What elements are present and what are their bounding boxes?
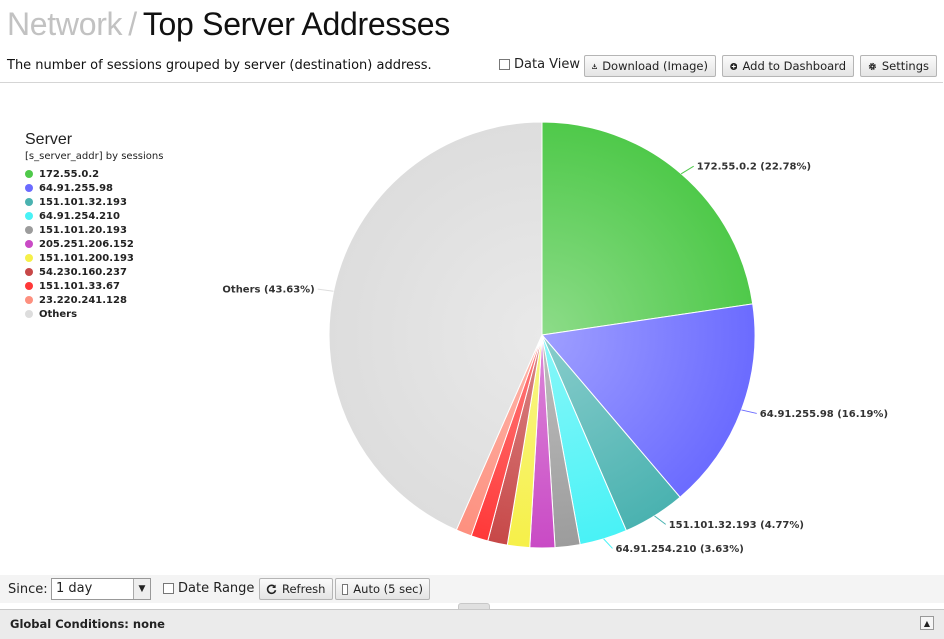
legend-item[interactable]: 64.91.255.98 (25, 181, 163, 195)
legend-swatch (25, 254, 33, 262)
settings-label: Settings (881, 59, 929, 73)
legend-swatch (25, 310, 33, 318)
legend-item-label: 151.101.32.193 (39, 196, 127, 208)
legend-item-label: 54.230.160.237 (39, 266, 127, 278)
legend-swatch (25, 282, 33, 290)
global-conditions-text: Global Conditions: none (10, 617, 165, 631)
legend-item[interactable]: 205.251.206.152 (25, 237, 163, 251)
data-view-label: Data View (514, 57, 581, 72)
legend-item[interactable]: Others (25, 307, 163, 321)
global-conditions-bar[interactable]: Global Conditions: none ▲ (0, 609, 944, 639)
legend-item-label: 151.101.33.67 (39, 280, 120, 292)
bottom-toolbar (0, 575, 944, 603)
date-range-label: Date Range (178, 581, 255, 596)
date-range-toggle[interactable]: Date Range (163, 581, 254, 596)
legend-item[interactable]: 151.101.20.193 (25, 223, 163, 237)
legend-item-label: 64.91.254.210 (39, 210, 120, 222)
legend-swatch (25, 184, 33, 192)
legend-swatch (25, 240, 33, 248)
callout-line (680, 165, 694, 175)
refresh-label: Refresh (282, 582, 326, 596)
legend-item-label: 151.101.200.193 (39, 252, 134, 264)
gear-icon (868, 62, 877, 70)
plus-circle-icon (730, 62, 738, 70)
legend-swatch (25, 212, 33, 220)
legend-swatch (25, 268, 33, 276)
legend-item-label: 172.55.0.2 (39, 168, 100, 180)
data-view-toggle[interactable]: Data View (499, 57, 580, 72)
legend-item[interactable]: 54.230.160.237 (25, 265, 163, 279)
since-select[interactable]: 1 day ▼ (51, 578, 151, 600)
callout-line (741, 409, 757, 414)
pie-data-label: 172.55.0.2 (22.78%) (697, 162, 811, 173)
download-icon (592, 63, 598, 69)
legend-item-label: 151.101.20.193 (39, 224, 127, 236)
legend-title: Server (25, 131, 73, 148)
legend-item[interactable]: 151.101.33.67 (25, 279, 163, 293)
page-title: Network / Top Server Addresses (7, 6, 450, 46)
since-label: Since: (8, 582, 48, 597)
download-image-button[interactable]: Download (Image) (584, 55, 716, 77)
refresh-button[interactable]: Refresh (259, 578, 333, 600)
legend-item[interactable]: 23.220.241.128 (25, 293, 163, 307)
legend-item[interactable]: 151.101.200.193 (25, 251, 163, 265)
legend-item-label: Others (39, 308, 78, 320)
legend-item[interactable]: 172.55.0.2 (25, 167, 163, 181)
auto-refresh-button[interactable]: Auto (5 sec) (335, 578, 430, 600)
pie-slice[interactable] (541, 121, 754, 336)
refresh-icon (266, 584, 277, 594)
breadcrumb-network[interactable]: Network (7, 6, 123, 42)
since-value: 1 day (56, 581, 93, 596)
pie-data-label: 64.91.254.210 (3.63%) (616, 544, 744, 555)
page-title-text: Top Server Addresses (142, 6, 450, 42)
date-range-checkbox[interactable] (163, 583, 174, 594)
panel-resize-handle[interactable] (458, 603, 490, 610)
pie-slice[interactable] (541, 303, 756, 498)
chevron-down-icon[interactable]: ▼ (133, 579, 150, 599)
add-to-dashboard-button[interactable]: Add to Dashboard (722, 55, 854, 77)
callout-line (654, 515, 667, 525)
expand-up-icon[interactable]: ▲ (920, 616, 934, 630)
pie-data-label: 151.101.32.193 (4.77%) (669, 520, 804, 531)
legend-swatch (25, 296, 33, 304)
legend-swatch (25, 226, 33, 234)
legend-swatch (25, 170, 33, 178)
legend-swatch (25, 198, 33, 206)
legend-item-label: 64.91.255.98 (39, 182, 114, 194)
legend-item-label: 205.251.206.152 (39, 238, 134, 250)
callout-line (603, 538, 613, 549)
legend-item[interactable]: 151.101.32.193 (25, 195, 163, 209)
pie-data-label: Others (43.63%) (222, 285, 314, 296)
callout-line (317, 288, 334, 292)
chart-legend: Server [s_server_addr] by sessions 172.5… (25, 131, 163, 321)
settings-button[interactable]: Settings (860, 55, 937, 77)
legend-subtitle: [s_server_addr] by sessions (25, 151, 164, 162)
download-image-label: Download (Image) (602, 59, 708, 73)
pie-data-label: 64.91.255.98 (16.19%) (760, 409, 888, 420)
legend-item[interactable]: 64.91.254.210 (25, 209, 163, 223)
page-subtitle: The number of sessions grouped by server… (7, 58, 432, 73)
auto-refresh-checkbox[interactable] (342, 583, 349, 595)
add-to-dashboard-label: Add to Dashboard (742, 59, 846, 73)
legend-item-label: 23.220.241.128 (39, 294, 127, 306)
breadcrumb-separator: / (128, 6, 137, 42)
data-view-checkbox[interactable] (499, 59, 510, 70)
auto-refresh-label: Auto (5 sec) (353, 582, 423, 596)
